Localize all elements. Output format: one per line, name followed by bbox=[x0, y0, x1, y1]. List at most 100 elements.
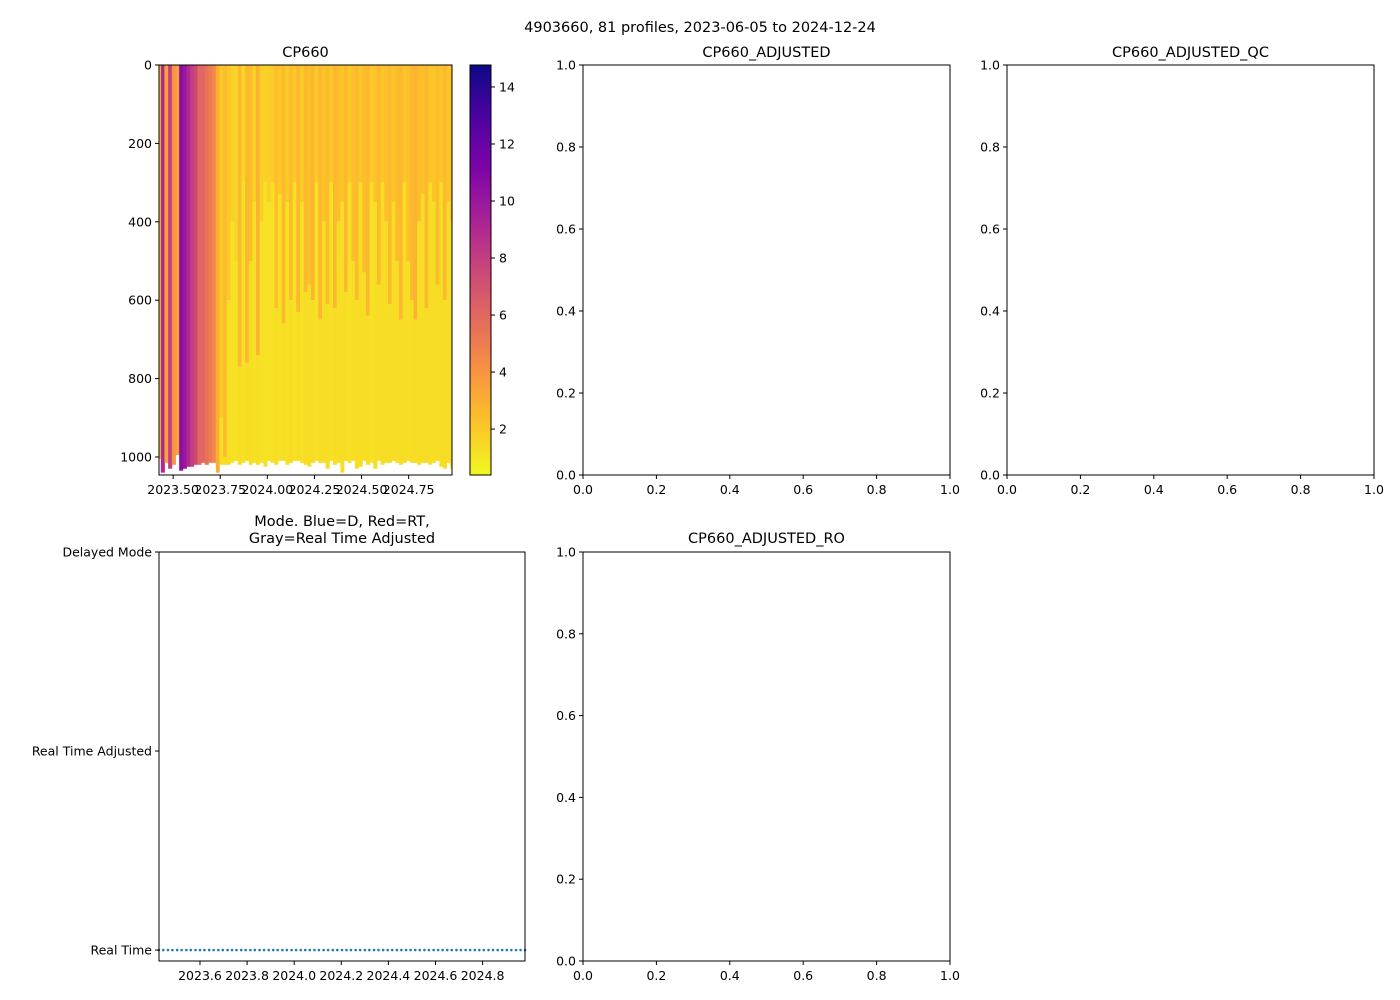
heatmap-cell bbox=[248, 65, 253, 261]
heatmap-cell bbox=[439, 65, 444, 183]
cp660-adjusted-ro-xtick-label: 0.2 bbox=[646, 968, 666, 983]
mode-point bbox=[349, 948, 353, 952]
mode-xtick-label: 2023.8 bbox=[225, 968, 269, 983]
heatmap-cell bbox=[314, 65, 319, 183]
mode-point bbox=[194, 948, 197, 952]
heatmap-cell bbox=[362, 65, 367, 273]
mode-point bbox=[207, 948, 211, 952]
heatmap-cell bbox=[256, 65, 261, 356]
cp660-adjusted-ro-ytick-label: 0.0 bbox=[556, 954, 576, 969]
heatmap-cell bbox=[358, 65, 363, 183]
cp660-adjusted-xtick-label: 1.0 bbox=[940, 482, 960, 497]
cp660-adjusted-ro-axes-frame bbox=[582, 551, 951, 962]
mode-point bbox=[464, 948, 467, 952]
cp660-xtick-label: 2023.50 bbox=[147, 482, 199, 497]
heatmap-cell bbox=[223, 456, 228, 465]
mode-point bbox=[455, 948, 458, 952]
cp660-adjusted-ro-ytick-label: 0.8 bbox=[556, 626, 576, 641]
mode-point bbox=[335, 948, 339, 952]
cp660-adjusted-qc-ytick-label: 0.8 bbox=[980, 140, 1000, 155]
cp660-adjusted-qc-xtick-label: 0.0 bbox=[997, 482, 1017, 497]
heatmap-cell bbox=[285, 65, 290, 203]
heatmap-cell bbox=[369, 182, 374, 463]
heatmap-cell bbox=[234, 65, 239, 261]
heatmap-cell bbox=[230, 221, 235, 463]
heatmap-cell bbox=[175, 65, 180, 456]
heatmap-cell bbox=[310, 300, 316, 463]
cp660-xtick-label: 2023.75 bbox=[194, 482, 246, 497]
heatmap-cell bbox=[373, 65, 378, 203]
cp660-ytick-label: 1000 bbox=[120, 449, 152, 464]
heatmap-cell bbox=[259, 221, 264, 463]
title-cp660: CP660 bbox=[282, 45, 329, 61]
cp660-adjusted-ro-ytick-label: 0.6 bbox=[556, 708, 576, 723]
heatmap-cell bbox=[300, 202, 305, 463]
mode-point bbox=[377, 948, 380, 952]
title-cp660-adjusted-qc: CP660_ADJUSTED_QC bbox=[1112, 45, 1269, 61]
cp660-adjusted-ro-ytick-label: 0.2 bbox=[556, 872, 576, 887]
title-cp660-adjusted-ro: CP660_ADJUSTED_RO bbox=[688, 531, 845, 547]
mode-xtick-label: 2024.8 bbox=[461, 968, 505, 983]
heatmap-cell bbox=[409, 300, 415, 463]
colorbar-tick-label: 8 bbox=[499, 251, 507, 266]
heatmap-cell bbox=[384, 221, 389, 463]
heatmap-cell bbox=[215, 65, 220, 473]
heatmap-cell bbox=[387, 65, 393, 305]
heatmap-cell bbox=[281, 65, 286, 324]
heatmap-cell bbox=[377, 284, 382, 461]
heatmap-cell bbox=[417, 221, 422, 465]
mode-point bbox=[217, 948, 220, 952]
heatmap-cell bbox=[431, 202, 437, 463]
colorbar-tick-label: 2 bbox=[499, 422, 507, 437]
heatmap-cell bbox=[252, 65, 257, 203]
cp660-adjusted-ro-ytick-label: 1.0 bbox=[556, 545, 576, 560]
title-cp660-adjusted: CP660_ADJUSTED bbox=[702, 45, 830, 61]
heatmap-cell bbox=[398, 65, 404, 320]
mode-point bbox=[386, 948, 389, 952]
colorbar-tick-label: 10 bbox=[499, 194, 515, 209]
mode-point bbox=[175, 948, 179, 952]
colorbar-tick-label: 12 bbox=[499, 136, 515, 151]
mode-xtick-label: 2023.6 bbox=[178, 968, 222, 983]
mode-ytick-label: Delayed Mode bbox=[62, 545, 152, 560]
heatmap-cell bbox=[241, 65, 246, 183]
heatmap-cell bbox=[241, 182, 246, 463]
mode-point bbox=[317, 948, 321, 952]
heatmap-cell bbox=[387, 304, 393, 463]
heatmap-cell bbox=[435, 284, 440, 461]
title-mode-line1: Mode. Blue=D, Red=RT, bbox=[254, 514, 430, 530]
heatmap-cell bbox=[277, 65, 283, 195]
heatmap-cell bbox=[186, 65, 191, 467]
cp660-adjusted-ytick-label: 1.0 bbox=[556, 58, 576, 73]
colorbar-tick-label: 6 bbox=[499, 308, 507, 323]
heatmap-cell bbox=[226, 300, 231, 465]
heatmap-cell bbox=[406, 260, 411, 461]
cp660-adjusted-ro-xtick-label: 1.0 bbox=[940, 968, 960, 983]
mode-point bbox=[239, 948, 243, 952]
mode-point bbox=[262, 948, 266, 952]
heatmap-cell bbox=[450, 221, 453, 469]
cp660-adjusted-qc-ytick-label: 0.4 bbox=[980, 304, 1000, 319]
heatmap-cell bbox=[289, 300, 294, 463]
cp660-adjusted-qc-ytick-label: 0.2 bbox=[980, 386, 1000, 401]
mode-point bbox=[363, 948, 367, 952]
heatmap-cell bbox=[336, 221, 341, 463]
cp660-adjusted-xtick-label: 0.8 bbox=[867, 482, 887, 497]
heatmap-cell bbox=[340, 202, 345, 473]
heatmap-cell bbox=[259, 65, 264, 222]
mode-point bbox=[358, 948, 362, 952]
cp660-adjusted-xtick-label: 0.6 bbox=[793, 482, 813, 497]
heatmap-cell bbox=[446, 202, 451, 463]
mode-point bbox=[203, 948, 206, 952]
heatmap-cell bbox=[270, 182, 275, 463]
mode-point bbox=[482, 948, 486, 952]
mode-point bbox=[478, 948, 481, 952]
mode-xtick-label: 2024.4 bbox=[367, 968, 411, 983]
mode-point bbox=[345, 948, 348, 952]
heatmap-cell bbox=[391, 65, 396, 203]
heatmap-cell bbox=[424, 65, 429, 309]
heatmap-cell bbox=[431, 65, 437, 203]
mode-point bbox=[427, 948, 431, 952]
cp660-adjusted-xtick-label: 0.2 bbox=[646, 482, 666, 497]
